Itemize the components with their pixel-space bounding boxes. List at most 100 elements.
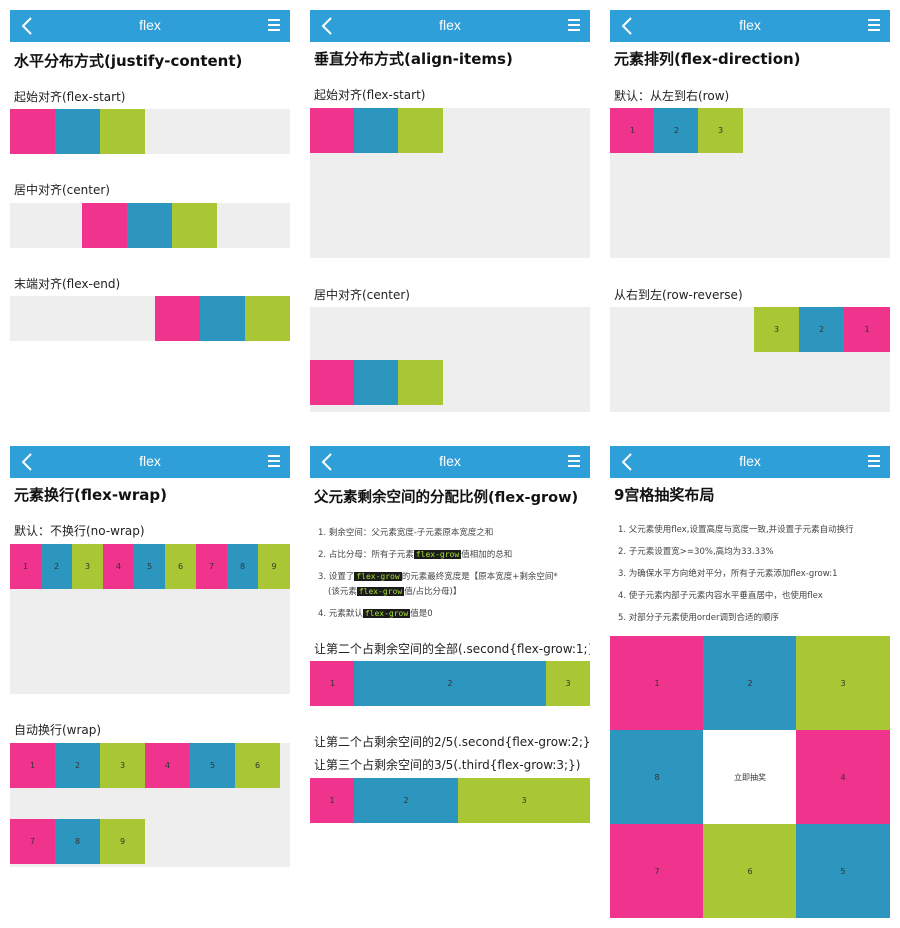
flex-item <box>155 296 200 341</box>
back-icon[interactable] <box>618 452 638 472</box>
header-title: flex <box>739 17 761 33</box>
flex-item: 1 <box>844 307 890 352</box>
flex-item: 3 <box>754 307 799 352</box>
flex-item <box>200 296 245 341</box>
nav-header: flex <box>610 10 890 42</box>
draw-button[interactable]: 立即抽奖 <box>703 730 797 824</box>
flex-item: 1 <box>310 661 355 706</box>
flex-item: 6 <box>235 743 280 788</box>
section-label: 起始对齐(flex-start) <box>314 88 426 102</box>
demo-box-no-wrap: 1 2 3 4 5 6 7 8 9 <box>10 544 290 694</box>
flex-item: 2 <box>41 544 72 589</box>
flex-item: 2 <box>55 743 100 788</box>
panel-nine-grid: flex 9宫格抽奖布局 1. 父元素使用flex,设置高度与宽度一致,并设置子… <box>610 446 890 918</box>
demo-box-grow-2-3: 1 2 3 <box>310 778 590 823</box>
flex-item <box>172 203 217 248</box>
list-item: 4. 元素默认 flex-grow 值是0 <box>318 609 433 619</box>
flex-item: 4 <box>145 743 190 788</box>
flex-item: 3 <box>458 778 590 823</box>
flex-item: 1 <box>310 778 354 823</box>
flex-item <box>310 108 355 153</box>
menu-icon[interactable] <box>868 455 880 468</box>
section-label: 默认：不换行(no-wrap) <box>14 524 145 538</box>
demo-box-flex-start <box>310 108 590 258</box>
section-label: 居中对齐(center) <box>314 288 410 302</box>
list-item: 2. 占比分母：所有子元素 flex-grow 值相加的总和 <box>318 550 513 560</box>
flex-item <box>310 360 355 405</box>
section-label: 自动换行(wrap) <box>14 723 102 737</box>
demo-box-grow-1: 1 2 3 <box>310 661 590 706</box>
panel-flex-direction: flex 元素排列(flex-direction) 默认：从左到右(row) 1… <box>610 10 890 430</box>
section-label: 默认：从左到右(row) <box>614 89 730 103</box>
grid-cell: 2 <box>703 636 797 730</box>
flex-item <box>398 360 443 405</box>
flex-item: 7 <box>10 819 55 864</box>
flex-item: 9 <box>100 819 145 864</box>
menu-icon[interactable] <box>868 19 880 32</box>
flex-item <box>398 108 443 153</box>
grid-cell: 7 <box>610 824 704 918</box>
nav-header: flex <box>610 446 890 478</box>
section-label: 居中对齐(center) <box>14 183 110 197</box>
flex-item: 3 <box>546 661 590 706</box>
header-title: flex <box>139 453 161 469</box>
panel-align-items: flex 垂直分布方式(align-items) 起始对齐(flex-start… <box>310 10 590 430</box>
back-icon[interactable] <box>18 16 38 36</box>
flex-item <box>354 108 399 153</box>
page-heading: 水平分布方式(justify-content) <box>14 52 243 70</box>
page-heading: 垂直分布方式(align-items) <box>314 50 513 68</box>
page-heading: 父元素剩余空间的分配比例(flex-grow) <box>314 490 579 506</box>
section-label: 让第三个占剩余空间的3/5(.third{flex-grow:3;}) <box>314 758 581 772</box>
demo-box-flex-end <box>10 296 290 341</box>
grid-cell: 5 <box>796 824 890 918</box>
flex-item: 5 <box>134 544 165 589</box>
flex-item <box>100 109 145 154</box>
flex-item: 3 <box>698 108 743 153</box>
flex-item: 8 <box>55 819 100 864</box>
panel-flex-wrap: flex 元素换行(flex-wrap) 默认：不换行(no-wrap) 1 2… <box>10 446 290 870</box>
list-item: 5. 对部分子元素使用order调到合适的顺序 <box>618 613 779 623</box>
section-label: 让第二个占剩余空间的2/5(.second{flex-grow:2;}) <box>314 735 590 749</box>
header-title: flex <box>439 17 461 33</box>
back-icon[interactable] <box>318 452 338 472</box>
list-item: 3. 设置了 flex-grow 的元素最终宽度是【原本宽度+剩余空间* <box>318 572 558 582</box>
menu-icon[interactable] <box>268 455 280 468</box>
demo-box-center <box>310 307 590 412</box>
menu-icon[interactable] <box>268 19 280 32</box>
back-icon[interactable] <box>318 16 338 36</box>
flex-item <box>354 360 399 405</box>
menu-icon[interactable] <box>568 19 580 32</box>
flex-item: 2 <box>354 778 458 823</box>
header-title: flex <box>439 453 461 469</box>
flex-item <box>82 203 127 248</box>
panel-flex-grow: flex 父元素剩余空间的分配比例(flex-grow) 1. 剩余空间：父元素… <box>310 446 590 870</box>
demo-box-row-reverse: 3 2 1 <box>610 307 890 412</box>
list-item-continued: (该元素 flex-grow 值/占比分母)】 <box>328 587 462 597</box>
back-icon[interactable] <box>18 452 38 472</box>
flex-item: 3 <box>72 544 103 589</box>
demo-box-flex-start <box>10 109 290 154</box>
flex-item: 2 <box>354 661 546 706</box>
flex-item: 5 <box>190 743 235 788</box>
section-label: 起始对齐(flex-start) <box>14 90 126 104</box>
demo-box-center <box>10 203 290 248</box>
menu-icon[interactable] <box>568 455 580 468</box>
flex-item: 6 <box>165 544 196 589</box>
grid-cell: 4 <box>796 730 890 824</box>
flex-item: 1 <box>10 743 55 788</box>
flex-item <box>10 109 55 154</box>
demo-box-wrap: 1 2 3 4 5 6 7 8 9 <box>10 743 290 867</box>
list-item: 2. 子元素设置宽>=30%,高均为33.33% <box>618 547 774 557</box>
flex-item: 8 <box>227 544 258 589</box>
header-title: flex <box>139 17 161 33</box>
grid-cell: 6 <box>703 824 797 918</box>
nav-header: flex <box>310 10 590 42</box>
flex-item <box>127 203 172 248</box>
flex-item <box>245 296 290 341</box>
demo-box-row: 1 2 3 <box>610 108 890 258</box>
back-icon[interactable] <box>618 16 638 36</box>
flex-item: 7 <box>196 544 227 589</box>
list-item: 3. 为确保水平方向绝对平分，所有子元素添加flex-grow:1 <box>618 569 838 579</box>
page-heading: 元素排列(flex-direction) <box>614 50 801 68</box>
lottery-grid: 1 2 3 8 立即抽奖 4 7 6 5 <box>610 636 890 918</box>
